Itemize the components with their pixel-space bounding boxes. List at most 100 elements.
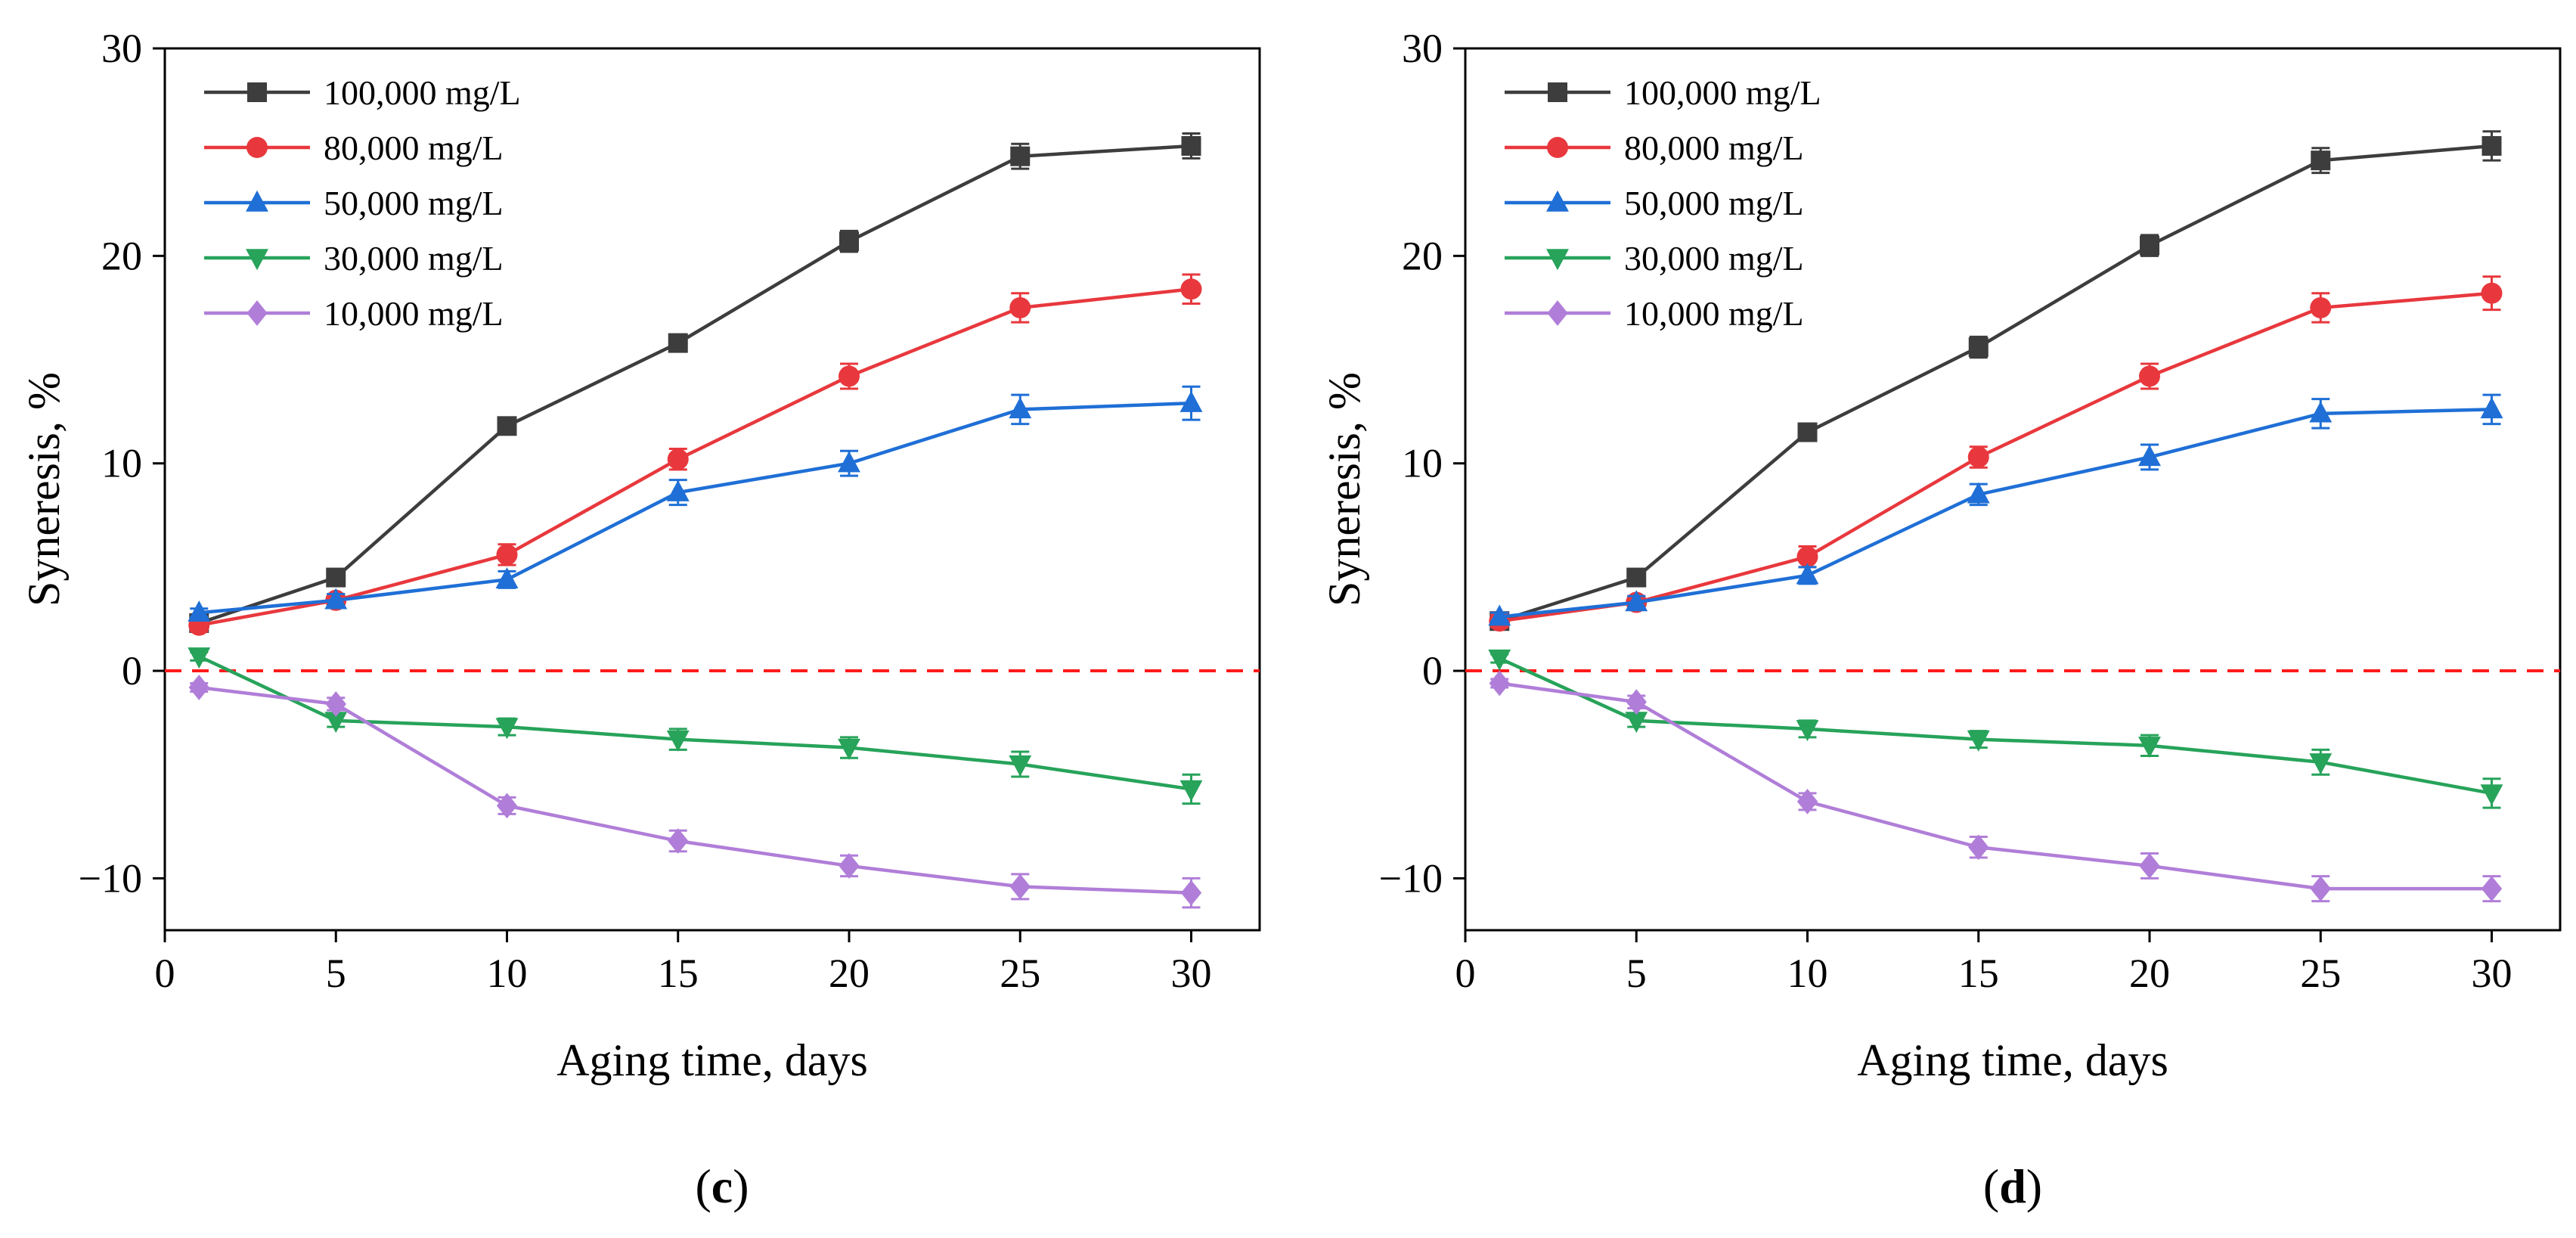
y-tick-label: 10 [101, 441, 142, 486]
data-point [2140, 235, 2159, 256]
data-point [1009, 296, 1031, 318]
data-point [326, 567, 346, 588]
data-point [1796, 563, 1819, 585]
data-point [1797, 422, 1818, 442]
legend-label: 10,000 mg/L [324, 294, 504, 333]
legend-marker [1547, 300, 1568, 326]
data-point [1009, 873, 1031, 900]
legend-marker [246, 190, 268, 212]
legend-marker [1546, 190, 1569, 212]
data-point [188, 675, 209, 700]
chart-panel-c: 0 5 10 15 20 25 30 −10 0 10 20 30 Aging time, days Sy… [19, 26, 1261, 1085]
data-point [495, 567, 519, 589]
series-line [198, 654, 1192, 791]
plot-frame [1464, 47, 2562, 932]
y-tick-label: 20 [1402, 233, 1443, 278]
data-point [1967, 730, 1990, 752]
data-point [188, 600, 211, 622]
data-point [1625, 712, 1648, 734]
data-point [2138, 737, 2161, 759]
x-tick-label: 30 [2472, 951, 2512, 996]
series-100-000-mg-l [1489, 130, 2502, 631]
y-tick-label: 0 [1422, 648, 1443, 693]
data-point [496, 544, 518, 566]
legend-marker [1547, 137, 1568, 158]
legend: 100,000 mg/L 80,000 mg/L 50,000 mg/L 30,000… [204, 73, 521, 333]
data-point [1010, 146, 1031, 166]
series-line [198, 287, 1192, 627]
data-point [1180, 278, 1202, 300]
data-point [188, 647, 211, 669]
y-tick-label: 30 [1402, 26, 1443, 71]
data-point [666, 730, 690, 752]
x-tick-label: 0 [1455, 951, 1476, 996]
data-point [667, 448, 689, 470]
y-tick-label: 30 [101, 26, 142, 71]
legend-marker [246, 300, 268, 326]
x-tick-label: 0 [155, 951, 175, 996]
data-point [839, 853, 860, 879]
data-point [1488, 604, 1511, 626]
legend-label: 30,000 mg/L [324, 239, 504, 278]
series-line [199, 401, 1192, 615]
data-point [1626, 567, 1647, 588]
data-point [2481, 135, 2502, 156]
legend-marker [246, 249, 268, 271]
data-point [324, 588, 348, 610]
data-point [2481, 876, 2503, 902]
y-tick-label: 0 [122, 648, 142, 693]
data-point [324, 712, 348, 734]
legend-marker [247, 82, 267, 102]
series-line [1499, 656, 2492, 796]
series-50-000-mg-l [188, 385, 1203, 622]
data-point [2138, 445, 2161, 467]
legend-label: 10,000 mg/L [1624, 294, 1804, 333]
data-point [2480, 784, 2503, 806]
series-line [1499, 291, 2492, 623]
x-tick-label: 20 [829, 951, 870, 996]
data-point [325, 691, 346, 717]
x-tick-label: 10 [487, 951, 528, 996]
y-tick-label: −10 [79, 855, 142, 901]
legend-label: 50,000 mg/L [324, 184, 504, 222]
legend-label: 80,000 mg/L [1624, 129, 1804, 167]
data-point [2310, 296, 2332, 318]
series-line [198, 685, 1192, 895]
legend-marker [1546, 249, 1569, 271]
y-tick-label: 10 [1402, 441, 1443, 486]
data-point [1488, 649, 1511, 671]
legend-label: 50,000 mg/L [1624, 184, 1804, 222]
data-point [1625, 590, 1648, 612]
data-point [2139, 365, 2160, 387]
data-point [839, 365, 860, 387]
x-tick-label: 15 [658, 951, 699, 996]
x-tick-label: 5 [1626, 951, 1647, 996]
data-point [666, 479, 690, 501]
y-tick-label: −10 [1379, 855, 1443, 901]
data-point [1967, 446, 1989, 468]
x-tick-label: 25 [1000, 951, 1040, 996]
data-point [1796, 720, 1819, 742]
legend-label: 80,000 mg/L [324, 129, 504, 167]
legend-marker [246, 137, 268, 158]
data-point [495, 718, 519, 740]
legend-label: 100,000 mg/L [1624, 73, 1821, 112]
x-tick-label: 15 [1958, 951, 1999, 996]
data-point [1967, 482, 1990, 504]
data-point [2309, 401, 2333, 423]
data-point [668, 333, 688, 353]
x-tick-label: 30 [1171, 951, 1212, 996]
legend-label: 30,000 mg/L [1624, 239, 1804, 278]
data-point [838, 738, 860, 760]
data-point [1180, 880, 1202, 906]
panel-label-d: (d) [1983, 1159, 2042, 1213]
panel-label-c: (c) [695, 1159, 749, 1213]
data-point [496, 793, 518, 819]
data-point [2139, 853, 2160, 879]
legend-marker [1548, 82, 1567, 102]
series-30-000-mg-l [188, 647, 1203, 805]
series-10-000-mg-l [1489, 670, 2503, 903]
data-point [2480, 397, 2503, 419]
data-point [497, 416, 517, 436]
